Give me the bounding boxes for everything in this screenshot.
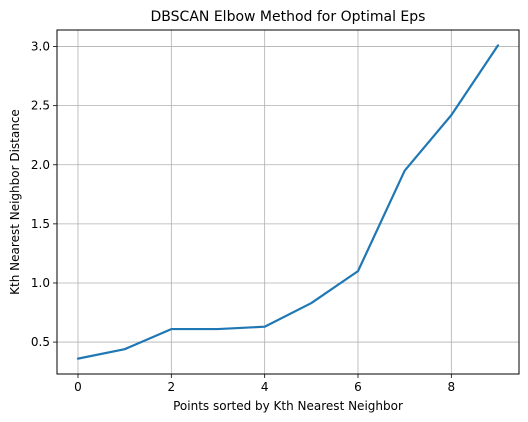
data-line-layer [76,44,500,360]
y-tick-label: 2.5 [31,99,50,113]
y-tick-label: 1.0 [31,276,50,290]
y-tick-label: 0.5 [31,335,50,349]
series-line [76,44,500,360]
x-tick-label: 8 [448,380,456,394]
x-axis: 0 2 4 6 8 [74,374,455,394]
plot-frame [56,29,520,375]
y-axis-label: Kth Nearest Neighbor Distance [8,109,22,295]
x-tick-label: 4 [261,380,269,394]
x-tick-label: 2 [168,380,176,394]
y-axis: 0.5 1.0 1.5 2.0 2.5 3.0 [31,40,57,349]
y-tick-label: 1.5 [31,217,50,231]
x-axis-label: Points sorted by Kth Nearest Neighbor [173,399,403,413]
grid [57,30,519,374]
x-tick-label: 0 [74,380,82,394]
x-tick-label: 6 [354,380,362,394]
chart-title: DBSCAN Elbow Method for Optimal Eps [151,9,426,25]
y-tick-label: 3.0 [31,40,50,54]
y-tick-label: 2.0 [31,158,50,172]
